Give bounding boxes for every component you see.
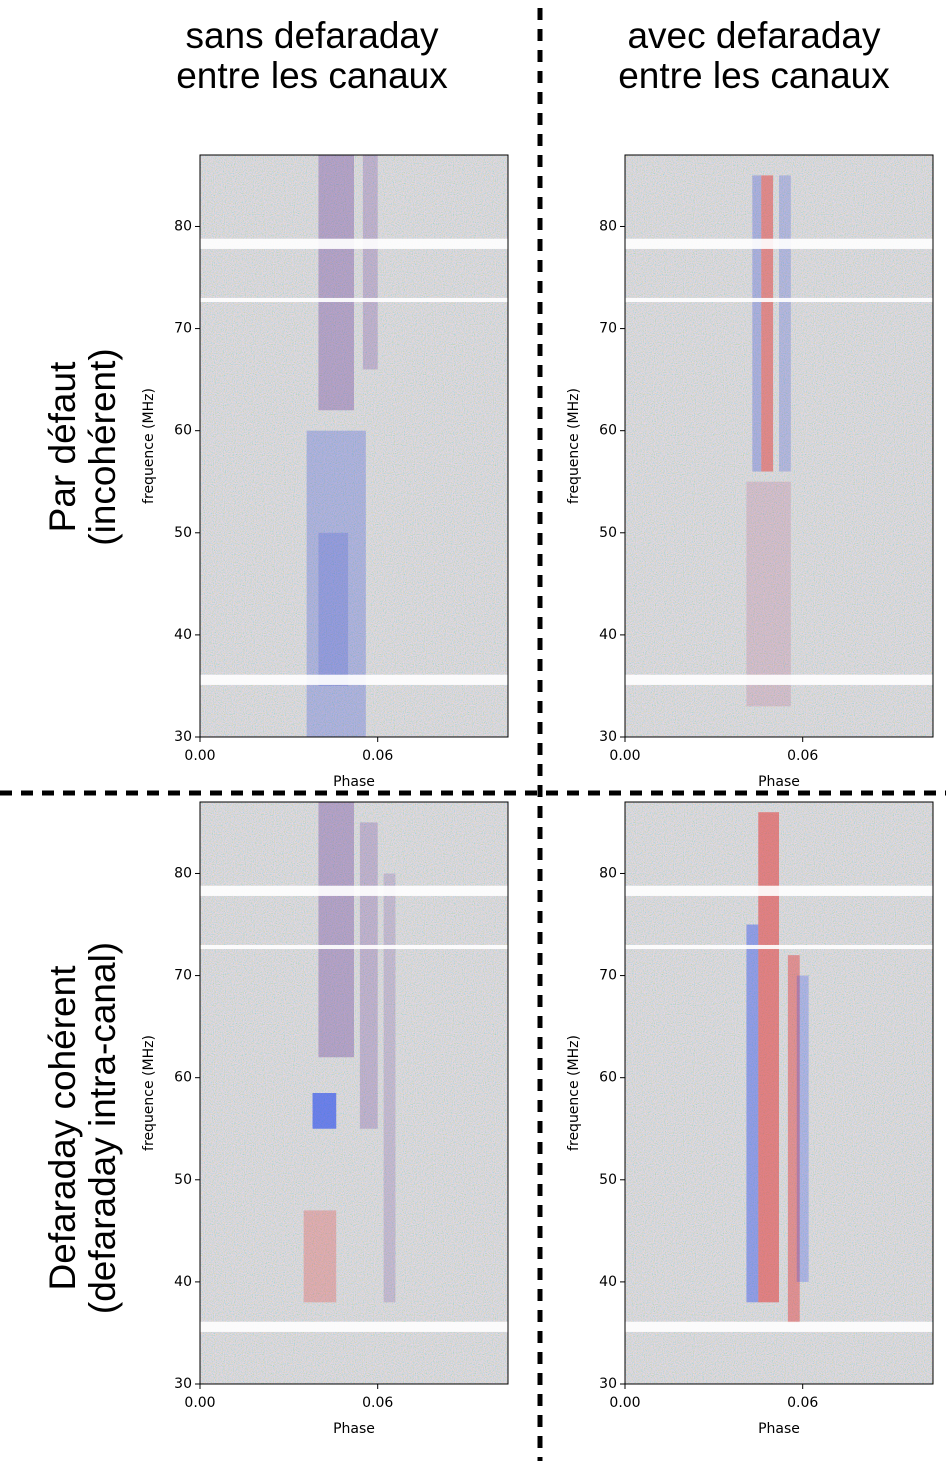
panel: 0.00 0.06 30 40 50 60 70 80 Phase frequence (MHz)	[141, 801, 509, 1437]
y-tick-label: 70	[599, 321, 617, 337]
x-tick-label: 0.06	[362, 1395, 393, 1411]
y-tick-label: 40	[599, 627, 617, 643]
x-tick-label: 0.00	[609, 1395, 640, 1411]
noise	[200, 155, 508, 737]
y-tick-label: 40	[174, 627, 192, 643]
signal-band	[758, 812, 779, 1303]
plot-frame	[624, 154, 934, 738]
column-title: avec defaraday entre les canaux	[618, 15, 890, 96]
plot-frame	[199, 154, 509, 738]
signal-band	[359, 822, 378, 1129]
y-tick-label: 60	[599, 423, 617, 439]
y-tick-label: 30	[599, 1376, 617, 1392]
x-tick-label: 0.06	[362, 748, 393, 764]
masked-channel	[625, 944, 933, 950]
masked-channel	[625, 238, 933, 249]
signal-band	[312, 1093, 337, 1129]
signal-band	[318, 532, 349, 686]
noise	[625, 155, 933, 737]
x-axis-label: Phase	[333, 774, 375, 790]
signal-band	[746, 924, 759, 1303]
signal-band	[383, 873, 396, 1303]
x-tick-label: 0.00	[184, 1395, 215, 1411]
y-tick-label: 50	[599, 525, 617, 541]
x-tick-label: 0.06	[787, 1395, 818, 1411]
masked-channel	[200, 674, 508, 685]
masked-channel	[200, 297, 508, 303]
y-tick-label: 80	[174, 865, 192, 881]
x-axis-label: Phase	[758, 1421, 800, 1437]
x-tick-label: 0.00	[184, 748, 215, 764]
y-tick-label: 50	[174, 525, 192, 541]
row-title: Defaraday cohérent(defaraday intra-canal…	[42, 942, 123, 1314]
panel: 0.00 0.06 30 40 50 60 70 80 Phase frequence (MHz)	[141, 154, 509, 790]
plot-frame	[624, 801, 934, 1385]
y-tick-label: 60	[174, 1070, 192, 1086]
signal-band	[752, 175, 762, 472]
y-tick-label: 50	[174, 1172, 192, 1188]
y-tick-label: 30	[174, 1376, 192, 1392]
column-title: sans defaraday entre les canaux	[176, 15, 448, 96]
masked-channel	[200, 944, 508, 950]
masked-channel	[200, 1321, 508, 1332]
signal-band	[746, 481, 791, 707]
panel: 0.00 0.06 30 40 50 60 70 80 Phase frequence (MHz)	[566, 154, 934, 790]
x-axis-label: Phase	[333, 1421, 375, 1437]
signal-band	[362, 155, 378, 370]
row-title: Par défaut(incohérent)	[42, 348, 123, 545]
signal-band	[761, 175, 774, 472]
plots: 0.00 0.06 30 40 50 60 70 80 Phase frequence (MHz)…	[141, 154, 934, 1437]
signal-band	[779, 175, 791, 472]
y-tick-label: 40	[174, 1274, 192, 1290]
signal-band	[318, 802, 354, 1058]
plot-frame	[199, 801, 509, 1385]
masked-channel	[625, 1321, 933, 1332]
signal-band	[306, 430, 366, 737]
panel: 0.00 0.06 30 40 50 60 70 80 Phase frequence (MHz)	[566, 801, 934, 1437]
masked-channel	[200, 238, 508, 249]
y-tick-label: 80	[599, 865, 617, 881]
signal-band	[796, 975, 809, 1282]
y-tick-label: 70	[599, 968, 617, 984]
y-tick-label: 60	[599, 1070, 617, 1086]
y-tick-label: 30	[599, 729, 617, 745]
noise	[200, 802, 508, 1384]
signal-band	[787, 955, 800, 1323]
y-tick-label: 60	[174, 423, 192, 439]
y-axis-label: frequence (MHz)	[141, 388, 157, 504]
signal-band	[318, 155, 354, 411]
x-tick-label: 0.00	[609, 748, 640, 764]
x-tick-label: 0.06	[787, 748, 818, 764]
y-tick-label: 70	[174, 321, 192, 337]
masked-channel	[625, 674, 933, 685]
y-axis-label: frequence (MHz)	[566, 1035, 582, 1151]
masked-channel	[625, 297, 933, 303]
y-axis-label: frequence (MHz)	[566, 388, 582, 504]
masked-channel	[200, 885, 508, 896]
y-tick-label: 30	[174, 729, 192, 745]
signal-band	[303, 1210, 337, 1303]
y-tick-label: 80	[174, 218, 192, 234]
y-tick-label: 70	[174, 968, 192, 984]
masked-channel	[625, 885, 933, 896]
y-tick-label: 80	[599, 218, 617, 234]
x-axis-label: Phase	[758, 774, 800, 790]
y-tick-label: 40	[599, 1274, 617, 1290]
y-axis-label: frequence (MHz)	[141, 1035, 157, 1151]
y-tick-label: 50	[599, 1172, 617, 1188]
